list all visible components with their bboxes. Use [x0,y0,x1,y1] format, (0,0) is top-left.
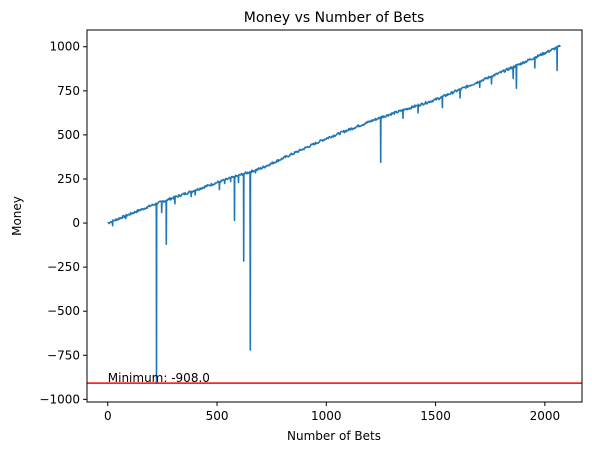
chart-title: Money vs Number of Bets [244,10,425,26]
y-tick-label: 0 [72,216,80,230]
x-axis-title: Number of Bets [287,429,381,443]
x-tick-label: 500 [206,409,229,423]
y-axis-title: Money [10,196,24,236]
y-tick-label: −1000 [39,392,80,406]
money-series-line [107,44,561,384]
y-tick-label: 500 [57,128,80,142]
y-tick-label: 250 [57,172,80,186]
y-tick-label: 1000 [49,40,80,54]
x-tick-label: 1500 [420,409,451,423]
x-tick-label: 2000 [530,409,561,423]
minimum-annotation: Minimum: -908.0 [108,371,210,385]
x-tick-label: 1000 [311,409,342,423]
y-tick-label: −250 [47,260,80,274]
y-tick-label: 750 [57,84,80,98]
plot-area-frame [86,29,583,403]
y-tick-label: −750 [47,348,80,362]
y-tick-label: −500 [47,304,80,318]
x-tick-label: 0 [104,409,112,423]
